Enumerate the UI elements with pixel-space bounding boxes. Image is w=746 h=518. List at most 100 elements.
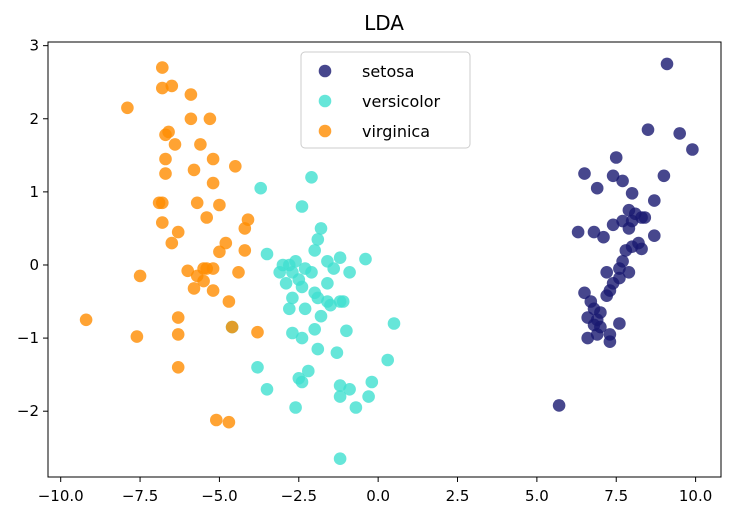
point-setosa-48 — [603, 335, 617, 349]
point-setosa-22 — [597, 230, 610, 244]
point-versicolor-20 — [279, 277, 293, 290]
point-setosa-45 — [581, 331, 594, 345]
point-virginica-44 — [251, 325, 264, 339]
point-versicolor-24 — [286, 291, 299, 305]
point-versicolor-33 — [387, 317, 401, 330]
point-setosa-19 — [622, 222, 636, 235]
point-setosa-18 — [638, 211, 652, 224]
y-tick-label: 0 — [29, 256, 39, 274]
point-versicolor-29 — [336, 295, 350, 308]
legend-label-versicolor: versicolor — [362, 92, 440, 111]
x-tick-label: 2.5 — [446, 487, 470, 505]
point-versicolor-6 — [260, 247, 274, 261]
point-versicolor-5 — [308, 244, 322, 257]
x-tick-label: 10.0 — [679, 487, 712, 505]
point-setosa-31 — [622, 266, 636, 279]
point-virginica-30 — [181, 264, 194, 278]
point-versicolor-45 — [260, 383, 274, 396]
x-tick-label: 0.0 — [366, 487, 390, 505]
point-versicolor-38 — [311, 342, 325, 356]
point-virginica-40 — [222, 295, 236, 308]
point-setosa-9 — [590, 181, 604, 195]
point-setosa-23 — [648, 229, 661, 242]
x-tick-label: 5.0 — [525, 487, 549, 505]
point-virginica-11 — [159, 152, 172, 166]
point-versicolor-39 — [330, 346, 344, 360]
point-versicolor-35 — [340, 324, 353, 338]
point-virginica-0 — [156, 61, 169, 74]
point-virginica-46 — [171, 328, 185, 341]
point-versicolor-2 — [295, 200, 309, 213]
points-layer — [79, 57, 699, 466]
point-virginica-3 — [184, 88, 198, 101]
point-versicolor-9 — [359, 252, 372, 266]
point-virginica-10 — [194, 138, 207, 151]
legend-marker-virginica — [318, 124, 332, 138]
point-virginica-28 — [213, 245, 226, 259]
point-versicolor-15 — [305, 266, 318, 279]
point-setosa-29 — [613, 262, 626, 275]
point-virginica-24 — [171, 225, 185, 239]
point-virginica-42 — [79, 313, 93, 327]
point-virginica-39 — [206, 284, 220, 297]
point-versicolor-46 — [333, 379, 347, 392]
point-setosa-3 — [686, 143, 699, 156]
point-versicolor-47 — [343, 383, 356, 396]
point-versicolor-37 — [295, 331, 309, 345]
point-versicolor-3 — [314, 222, 328, 235]
x-tick-label: 7.5 — [604, 487, 628, 505]
x-tick-label: −2.5 — [281, 487, 317, 505]
x-tick-label: −10.0 — [38, 487, 84, 505]
legend-marker-versicolor — [318, 94, 332, 108]
point-versicolor-11 — [289, 254, 302, 268]
point-versicolor-30 — [283, 302, 296, 316]
point-virginica-14 — [229, 160, 242, 173]
point-setosa-30 — [600, 266, 613, 279]
point-virginica-4 — [121, 101, 134, 115]
point-setosa-26 — [619, 244, 633, 257]
point-setosa-8 — [657, 169, 671, 183]
point-setosa-10 — [625, 187, 639, 200]
point-versicolor-50 — [362, 390, 375, 403]
y-tick-label: −1 — [17, 329, 39, 347]
point-setosa-49 — [552, 399, 566, 412]
point-versicolor-48 — [333, 390, 347, 403]
point-versicolor-49 — [365, 375, 379, 389]
point-virginica-21 — [200, 211, 213, 224]
point-versicolor-25 — [311, 291, 325, 305]
point-virginica-27 — [219, 236, 233, 250]
point-versicolor-21 — [321, 277, 334, 290]
y-tick-label: 2 — [29, 110, 39, 128]
point-setosa-35 — [578, 286, 591, 300]
point-setosa-17 — [606, 218, 620, 232]
point-virginica-15 — [187, 163, 201, 177]
point-versicolor-28 — [324, 298, 337, 312]
point-versicolor-22 — [295, 280, 309, 294]
point-virginica-43 — [225, 320, 239, 334]
point-virginica-12 — [206, 152, 220, 166]
point-versicolor-31 — [298, 302, 312, 316]
point-virginica-48 — [210, 413, 223, 427]
point-setosa-6 — [606, 169, 620, 183]
point-versicolor-16 — [327, 262, 341, 275]
point-virginica-18 — [156, 196, 169, 210]
chart-title: LDA — [364, 11, 404, 35]
point-versicolor-41 — [251, 361, 264, 374]
point-versicolor-32 — [314, 309, 328, 323]
legend-items: setosa versicolor virginica — [318, 62, 440, 141]
x-axis: −10.0 −7.5 −5.0 −2.5 0.0 2.5 5.0 7.5 10.0 — [38, 477, 712, 505]
point-virginica-2 — [165, 79, 179, 93]
point-setosa-21 — [587, 225, 601, 239]
point-versicolor-52 — [349, 401, 363, 414]
point-versicolor-34 — [308, 323, 322, 336]
point-setosa-27 — [635, 242, 648, 256]
point-virginica-34 — [133, 269, 147, 283]
legend-marker-setosa — [318, 64, 332, 78]
point-versicolor-40 — [381, 353, 395, 367]
point-virginica-45 — [130, 330, 144, 343]
point-virginica-23 — [156, 216, 169, 229]
legend-label-setosa: setosa — [362, 62, 414, 81]
point-virginica-33 — [206, 262, 220, 275]
point-setosa-36 — [600, 289, 613, 303]
